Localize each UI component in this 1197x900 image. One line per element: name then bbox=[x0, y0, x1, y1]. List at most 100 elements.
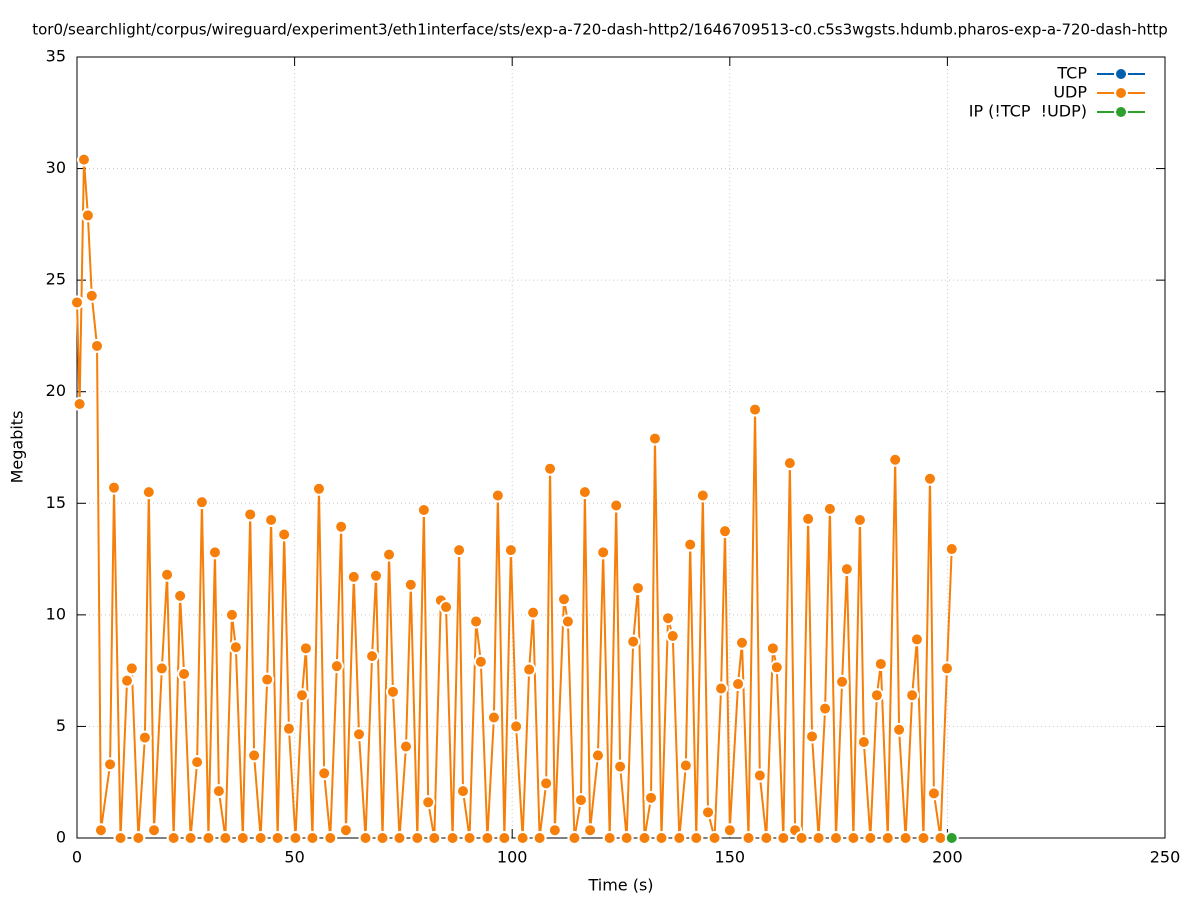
data-point bbox=[131, 831, 146, 845]
data-point bbox=[270, 831, 285, 845]
data-point bbox=[637, 831, 652, 845]
y-tick-label: 30 bbox=[46, 158, 66, 177]
data-point bbox=[103, 757, 118, 772]
y-tick-label: 0 bbox=[56, 828, 66, 847]
data-point bbox=[846, 831, 861, 845]
data-point bbox=[515, 831, 530, 845]
data-point bbox=[933, 831, 948, 845]
data-point bbox=[76, 152, 91, 167]
data-point bbox=[689, 831, 704, 845]
data-point bbox=[543, 461, 558, 476]
data-point bbox=[613, 759, 628, 774]
data-point bbox=[765, 641, 780, 656]
data-point bbox=[619, 831, 634, 845]
data-point bbox=[822, 501, 837, 516]
data-point bbox=[665, 629, 680, 644]
data-point bbox=[338, 823, 353, 838]
data-point bbox=[818, 701, 833, 716]
data-point bbox=[731, 677, 746, 692]
legend-label: UDP bbox=[1053, 83, 1087, 102]
legend-swatch bbox=[1114, 67, 1128, 81]
data-point bbox=[288, 831, 303, 845]
data-point bbox=[828, 831, 843, 845]
data-point bbox=[748, 402, 763, 417]
data-point bbox=[323, 831, 338, 845]
x-axis-label: Time (s) bbox=[587, 876, 653, 895]
data-point bbox=[70, 295, 84, 310]
y-axis-label: Megabits bbox=[8, 411, 27, 484]
data-point bbox=[154, 661, 169, 676]
data-point bbox=[392, 831, 407, 845]
legend-label: IP (!TCP !UDP) bbox=[969, 102, 1087, 121]
data-point bbox=[672, 831, 687, 845]
data-point bbox=[490, 488, 505, 503]
data-point bbox=[944, 831, 959, 845]
data-point bbox=[375, 831, 390, 845]
data-point bbox=[759, 831, 774, 845]
y-tick-label: 20 bbox=[46, 381, 66, 400]
data-point bbox=[173, 588, 188, 603]
data-point bbox=[368, 568, 383, 583]
x-tick-label: 250 bbox=[1150, 848, 1181, 867]
data-point bbox=[137, 730, 152, 745]
data-point bbox=[452, 543, 467, 558]
data-point bbox=[141, 485, 156, 500]
data-point bbox=[718, 524, 733, 539]
data-point bbox=[654, 831, 669, 845]
data-point bbox=[497, 831, 512, 845]
data-point bbox=[113, 831, 128, 845]
data-point bbox=[644, 790, 659, 805]
data-point bbox=[547, 823, 562, 838]
data-point bbox=[124, 661, 139, 676]
data-point bbox=[509, 719, 524, 734]
data-point bbox=[120, 673, 135, 688]
data-point bbox=[647, 431, 662, 446]
data-point bbox=[224, 607, 239, 622]
data-point bbox=[714, 681, 729, 696]
data-point bbox=[427, 831, 442, 845]
data-point bbox=[228, 640, 243, 655]
data-point bbox=[503, 543, 518, 558]
data-point bbox=[526, 605, 541, 620]
data-point bbox=[944, 542, 959, 557]
y-tick-label: 25 bbox=[46, 270, 66, 289]
data-point bbox=[264, 513, 279, 528]
data-point bbox=[218, 831, 233, 845]
data-point bbox=[873, 656, 888, 671]
data-point bbox=[462, 831, 477, 845]
data-point bbox=[84, 288, 99, 303]
series-line bbox=[76, 159, 953, 841]
data-point bbox=[811, 831, 826, 845]
x-tick-label: 150 bbox=[715, 848, 746, 867]
x-tick-label: 200 bbox=[932, 848, 963, 867]
data-point bbox=[590, 748, 605, 763]
data-point bbox=[577, 485, 592, 500]
data-point bbox=[722, 823, 737, 838]
data-point bbox=[801, 511, 816, 526]
data-point bbox=[456, 784, 471, 799]
data-point bbox=[403, 577, 418, 592]
data-point bbox=[399, 739, 414, 754]
data-point bbox=[602, 831, 617, 845]
data-point bbox=[90, 338, 105, 353]
data-point bbox=[892, 722, 907, 737]
data-point bbox=[358, 831, 373, 845]
data-point bbox=[898, 831, 913, 845]
data-point bbox=[253, 831, 268, 845]
x-tick-label: 0 bbox=[72, 848, 82, 867]
data-point bbox=[72, 396, 87, 411]
data-point bbox=[421, 795, 436, 810]
data-point bbox=[567, 831, 582, 845]
data-point bbox=[486, 710, 501, 725]
data-point bbox=[194, 495, 209, 510]
data-point bbox=[939, 661, 954, 676]
data-point bbox=[583, 823, 598, 838]
data-point bbox=[626, 634, 641, 649]
data-point bbox=[926, 786, 941, 801]
data-point bbox=[385, 684, 400, 699]
data-point bbox=[247, 748, 262, 763]
y-tick-label: 15 bbox=[46, 493, 66, 512]
data-point bbox=[909, 632, 924, 647]
data-point bbox=[365, 649, 380, 664]
